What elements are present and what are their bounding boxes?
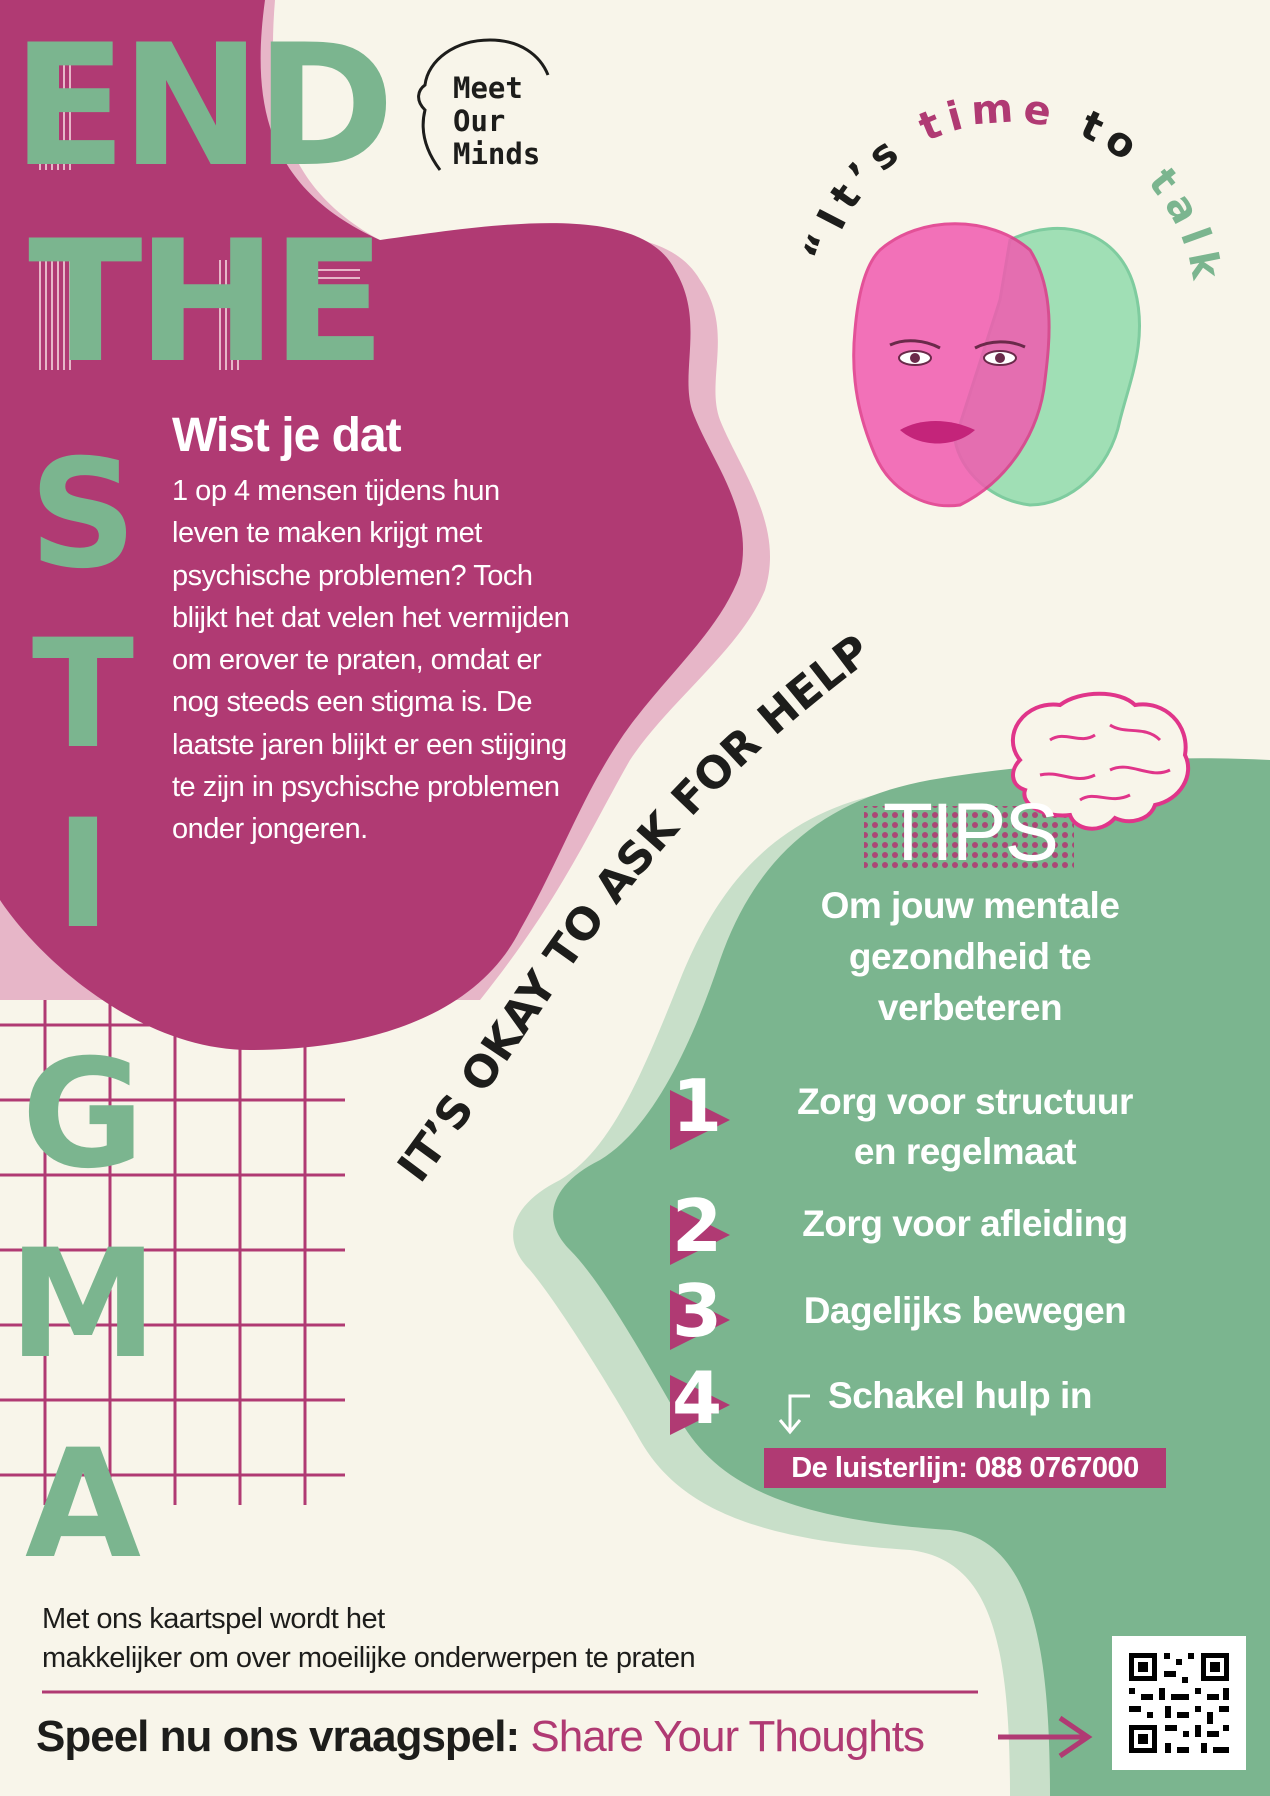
slogan-part4: talk <box>1139 160 1230 291</box>
header-line1: END <box>12 8 395 204</box>
stigma-letter-i: I <box>55 788 111 962</box>
green-profile <box>553 758 1270 1796</box>
arrow-down-icon <box>778 1394 810 1435</box>
stigma-letter-t: T <box>31 608 135 782</box>
tips-subtitle-line2: gezondheid te <box>848 936 1092 977</box>
tips-dots <box>864 806 1074 868</box>
number-triangles <box>670 1090 730 1435</box>
play-link[interactable]: Share Your Thoughts <box>530 1712 925 1761</box>
stigma-letter-m: M <box>8 1218 158 1392</box>
hotline-badge: De luisterlijn: 088 0767000 <box>764 1448 1166 1488</box>
logo: Meet Our Minds <box>453 72 540 171</box>
tips-subtitle-line1: Om jouw mentale <box>820 885 1120 926</box>
stigma-letter-s: S <box>28 428 138 602</box>
header-stripes <box>39 60 360 370</box>
qr-code-graphic <box>1112 1636 1246 1770</box>
tip-item-3: Dagelijks bewegen <box>803 1290 1127 1331</box>
play-label: Speel nu ons vraagspel: Share Your Thoug… <box>36 1712 925 1762</box>
tip-number-4: 4 <box>672 1356 723 1440</box>
arrow-right-icon <box>998 1715 1093 1759</box>
header-line2: THE <box>28 204 386 400</box>
magenta-profile <box>0 0 744 1050</box>
tip-item-1: Zorg voor structuur en regelmaat <box>760 1077 1170 1177</box>
brain-icon <box>1010 691 1191 831</box>
bottom-line1: Met ons kaartspel wordt het <box>42 1603 385 1635</box>
tips-subtitle-line3: verbeteren <box>877 987 1063 1028</box>
head-profile-icon <box>417 38 550 171</box>
logo-line1: Meet <box>453 71 523 105</box>
tip-number-1: 1 <box>672 1064 723 1148</box>
qr-code-icon[interactable] <box>1112 1636 1246 1770</box>
stigma-letter-a: A <box>24 1418 142 1592</box>
slogan-part2: time <box>912 85 1062 151</box>
two-faces-illustration <box>852 222 1142 508</box>
tips-title: TIPS <box>882 787 1059 878</box>
bottom-line2: makkelijker om over moeilijke onderwerpe… <box>42 1642 696 1674</box>
tip-number-3: 3 <box>672 1269 723 1353</box>
tip-1-line1: Zorg voor structuur <box>797 1081 1133 1122</box>
tips-subtitle: Om jouw mentale gezondheid te verbeteren <box>780 880 1160 1033</box>
tip-1-line2: en regelmaat <box>853 1131 1077 1172</box>
tip-item-2: Zorg voor afleiding <box>802 1203 1128 1244</box>
logo-line3: Minds <box>453 137 541 171</box>
tip-number-2: 2 <box>672 1184 723 1268</box>
bottom-text: Met ons kaartspel wordt het makkelijker … <box>42 1600 942 1678</box>
logo-line2: Our <box>453 104 506 138</box>
intro-title: Wist je dat <box>172 409 402 462</box>
slogan-part3: to <box>1054 93 1172 189</box>
stigma-letter-g: G <box>21 1028 145 1202</box>
intro-body: 1 op 4 mensen tijdens hun leven te maken… <box>172 475 570 846</box>
play-prefix: Speel nu ons vraagspel: <box>36 1712 531 1761</box>
tip-item-4: Schakel hulp in <box>828 1375 1092 1416</box>
